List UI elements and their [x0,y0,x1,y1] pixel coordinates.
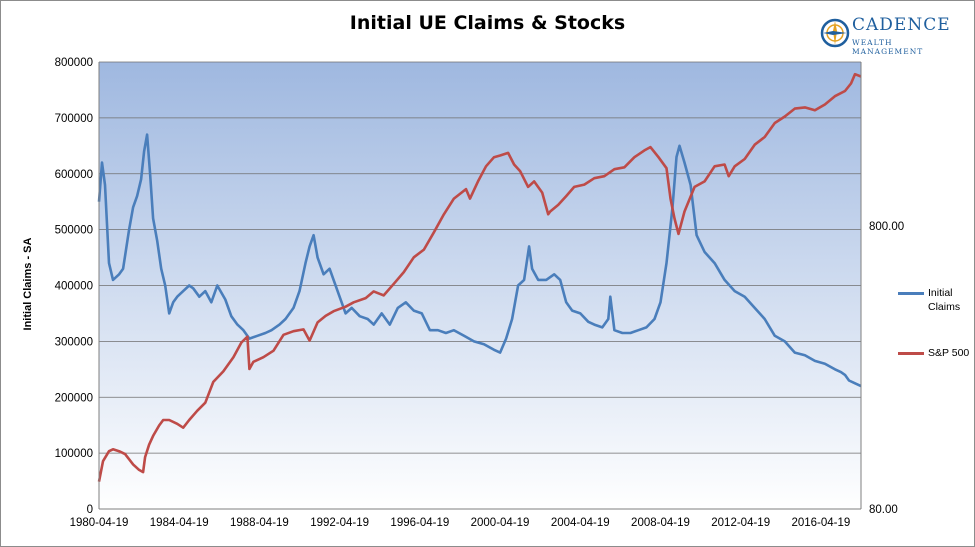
x-tick-label: 1980-04-19 [70,517,129,529]
y-tick-label: 600000 [55,169,93,181]
x-tick-label: 2008-04-19 [631,517,690,529]
y2-tick-label: 800.00 [869,221,904,233]
x-tick-label: 1984-04-19 [150,517,209,529]
legend-swatch-initial-claims [898,292,924,295]
y-tick-label: 500000 [55,225,93,237]
y-tick-label: 400000 [55,281,93,293]
chart-title: Initial UE Claims & Stocks [349,12,626,34]
x-tick-label: 1996-04-19 [390,517,449,529]
y-tick-label: 0 [87,504,93,516]
y-tick-label: 200000 [55,392,93,404]
logo-name: CADENCE [852,15,951,35]
legend-label-sp500: S&P 500 [928,347,970,359]
x-tick-label: 1992-04-19 [310,517,369,529]
company-logo: CADENCE WEALTH MANAGEMENT [820,14,960,56]
x-tick-label: 1988-04-19 [230,517,289,529]
y-tick-label: 800000 [55,57,93,69]
y2-tick-label: 80.00 [869,504,898,516]
logo-subtitle: WEALTH MANAGEMENT [852,38,924,56]
y-tick-label: 100000 [55,448,93,460]
legend-swatch-sp500 [898,352,924,355]
legend-label-initial-claims: Initial Claims [928,287,961,313]
x-tick-label: 2016-04-19 [791,517,850,529]
y-tick-label: 700000 [55,113,93,125]
compass-logo-icon [820,18,850,48]
y-axis-label: Initial Claims - SA [22,237,34,331]
x-tick-label: 2004-04-19 [551,517,610,529]
y-tick-label: 300000 [55,336,93,348]
x-tick-label: 2000-04-19 [471,517,530,529]
series-line-initial-claims [97,133,862,388]
series-line-sp500 [97,72,862,482]
x-tick-label: 2012-04-19 [711,517,770,529]
